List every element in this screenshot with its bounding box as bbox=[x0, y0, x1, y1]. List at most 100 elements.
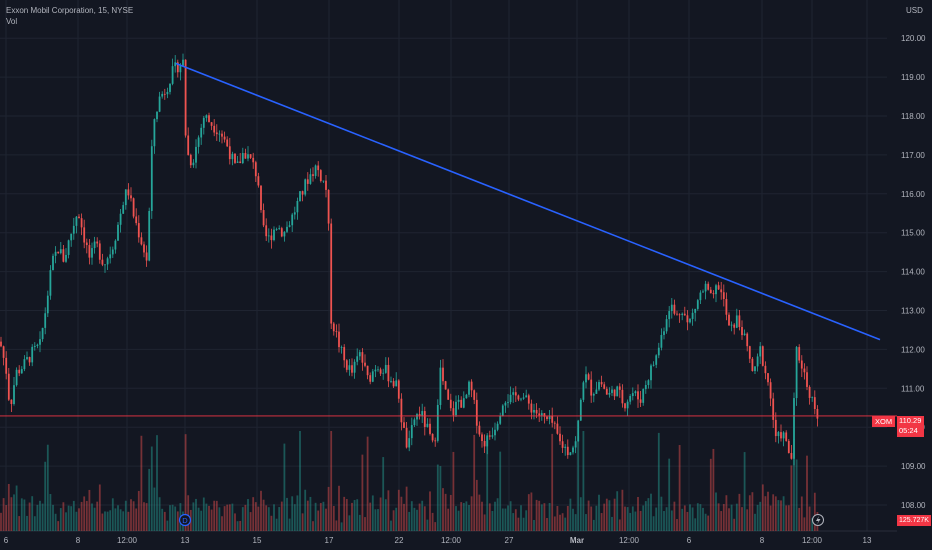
volume-bar bbox=[678, 445, 681, 531]
candle-body bbox=[254, 162, 257, 177]
volume-bar bbox=[655, 507, 658, 531]
volume-bar bbox=[473, 434, 476, 531]
trendline[interactable] bbox=[175, 62, 881, 341]
volume-bar bbox=[215, 500, 218, 531]
volume-bar bbox=[676, 519, 678, 531]
volume-bar bbox=[340, 522, 343, 531]
volume-bar bbox=[23, 499, 26, 531]
x-tick-label: 12:00 bbox=[441, 536, 462, 545]
candle-body bbox=[813, 397, 816, 409]
volume-bar bbox=[325, 508, 327, 531]
lightning-icon[interactable] bbox=[812, 514, 824, 526]
candle-body bbox=[761, 346, 764, 366]
candle-body bbox=[137, 223, 140, 238]
price-axis[interactable]: 108.00109.00110.00111.00112.00113.00114.… bbox=[901, 34, 926, 510]
volume-bar bbox=[808, 506, 811, 531]
volume-bar bbox=[507, 505, 509, 531]
volume-bar bbox=[252, 497, 255, 531]
volume-bar bbox=[772, 494, 775, 531]
volume-bar bbox=[39, 500, 41, 531]
candle-body bbox=[447, 389, 450, 400]
candle-body bbox=[535, 409, 538, 414]
candle-body bbox=[774, 419, 777, 437]
volume-bar bbox=[702, 507, 704, 531]
candle-body bbox=[239, 161, 242, 164]
volume-bar bbox=[132, 501, 135, 531]
x-tick-label: 13 bbox=[181, 536, 190, 545]
candle-body bbox=[517, 395, 520, 400]
candle-body bbox=[655, 355, 658, 365]
volume-bar bbox=[579, 497, 582, 531]
candle-body bbox=[504, 402, 507, 406]
candle-body bbox=[72, 225, 75, 234]
candle-body bbox=[621, 389, 624, 404]
volume-bar bbox=[114, 508, 117, 531]
candle-body bbox=[52, 255, 54, 271]
volume-bar bbox=[122, 511, 125, 531]
volume-bar bbox=[561, 513, 564, 531]
candle-body bbox=[91, 248, 93, 258]
volume-bar bbox=[709, 458, 712, 531]
candle-body bbox=[403, 422, 405, 428]
volume-bar bbox=[70, 506, 73, 531]
candle-body bbox=[2, 346, 5, 358]
time-axis[interactable]: 6 8 12:00 13 15 17 22 12:00 27 Mar 12:00 6 8 12:00 13 bbox=[4, 536, 872, 545]
candle-body bbox=[694, 308, 697, 313]
candle-body bbox=[811, 397, 814, 398]
y-tick-label: 119.00 bbox=[901, 73, 925, 82]
candle-body bbox=[299, 191, 301, 202]
volume-bar bbox=[660, 496, 663, 531]
volume-bar bbox=[67, 505, 70, 531]
candle-body bbox=[715, 285, 717, 295]
volume-bar bbox=[715, 492, 717, 531]
candle-body bbox=[741, 327, 743, 336]
volume-bar bbox=[283, 443, 286, 531]
volume-bar bbox=[49, 494, 52, 531]
volume-bar bbox=[41, 503, 44, 531]
volume-bar bbox=[696, 503, 699, 531]
candle-body bbox=[691, 312, 694, 319]
volume-bar bbox=[46, 444, 49, 531]
dividend-marker[interactable]: D bbox=[178, 513, 192, 527]
volume-bar bbox=[286, 497, 288, 531]
volume-bar bbox=[330, 431, 333, 531]
candle-body bbox=[787, 440, 790, 453]
volume-bar bbox=[335, 520, 338, 531]
volume-bar bbox=[319, 503, 322, 531]
volume-bar bbox=[54, 513, 57, 531]
candle-body bbox=[93, 241, 96, 249]
candle-body bbox=[611, 389, 613, 393]
volume-bar bbox=[234, 513, 236, 531]
candle-body bbox=[551, 415, 554, 423]
candle-body bbox=[798, 347, 801, 361]
volume-bar bbox=[382, 457, 385, 531]
volume-bar bbox=[551, 433, 554, 531]
candle-body bbox=[806, 372, 808, 387]
candle-body bbox=[348, 365, 351, 370]
candle-body bbox=[88, 245, 91, 258]
volume-bar bbox=[109, 510, 112, 531]
volume-bar bbox=[436, 464, 439, 531]
volume-bar bbox=[353, 500, 356, 531]
volume-bar bbox=[231, 503, 234, 531]
volume-bar bbox=[44, 461, 47, 531]
volume-bar bbox=[611, 516, 613, 531]
candle-body bbox=[382, 372, 385, 374]
volume-bar bbox=[5, 505, 8, 531]
candle-body bbox=[556, 423, 559, 434]
candle-body bbox=[70, 233, 73, 241]
candle-body bbox=[117, 224, 119, 241]
candle-body bbox=[345, 360, 348, 370]
candle-body bbox=[764, 365, 767, 374]
volume-bar bbox=[733, 518, 736, 531]
candle-body bbox=[790, 452, 793, 459]
candle-body bbox=[426, 423, 429, 427]
candle-body bbox=[223, 136, 226, 140]
candle-body bbox=[197, 137, 200, 147]
candle-body bbox=[512, 392, 515, 395]
volume-bar bbox=[140, 435, 143, 531]
candle-body bbox=[312, 174, 314, 176]
candle-body bbox=[642, 389, 645, 403]
volume-bar bbox=[707, 515, 710, 531]
